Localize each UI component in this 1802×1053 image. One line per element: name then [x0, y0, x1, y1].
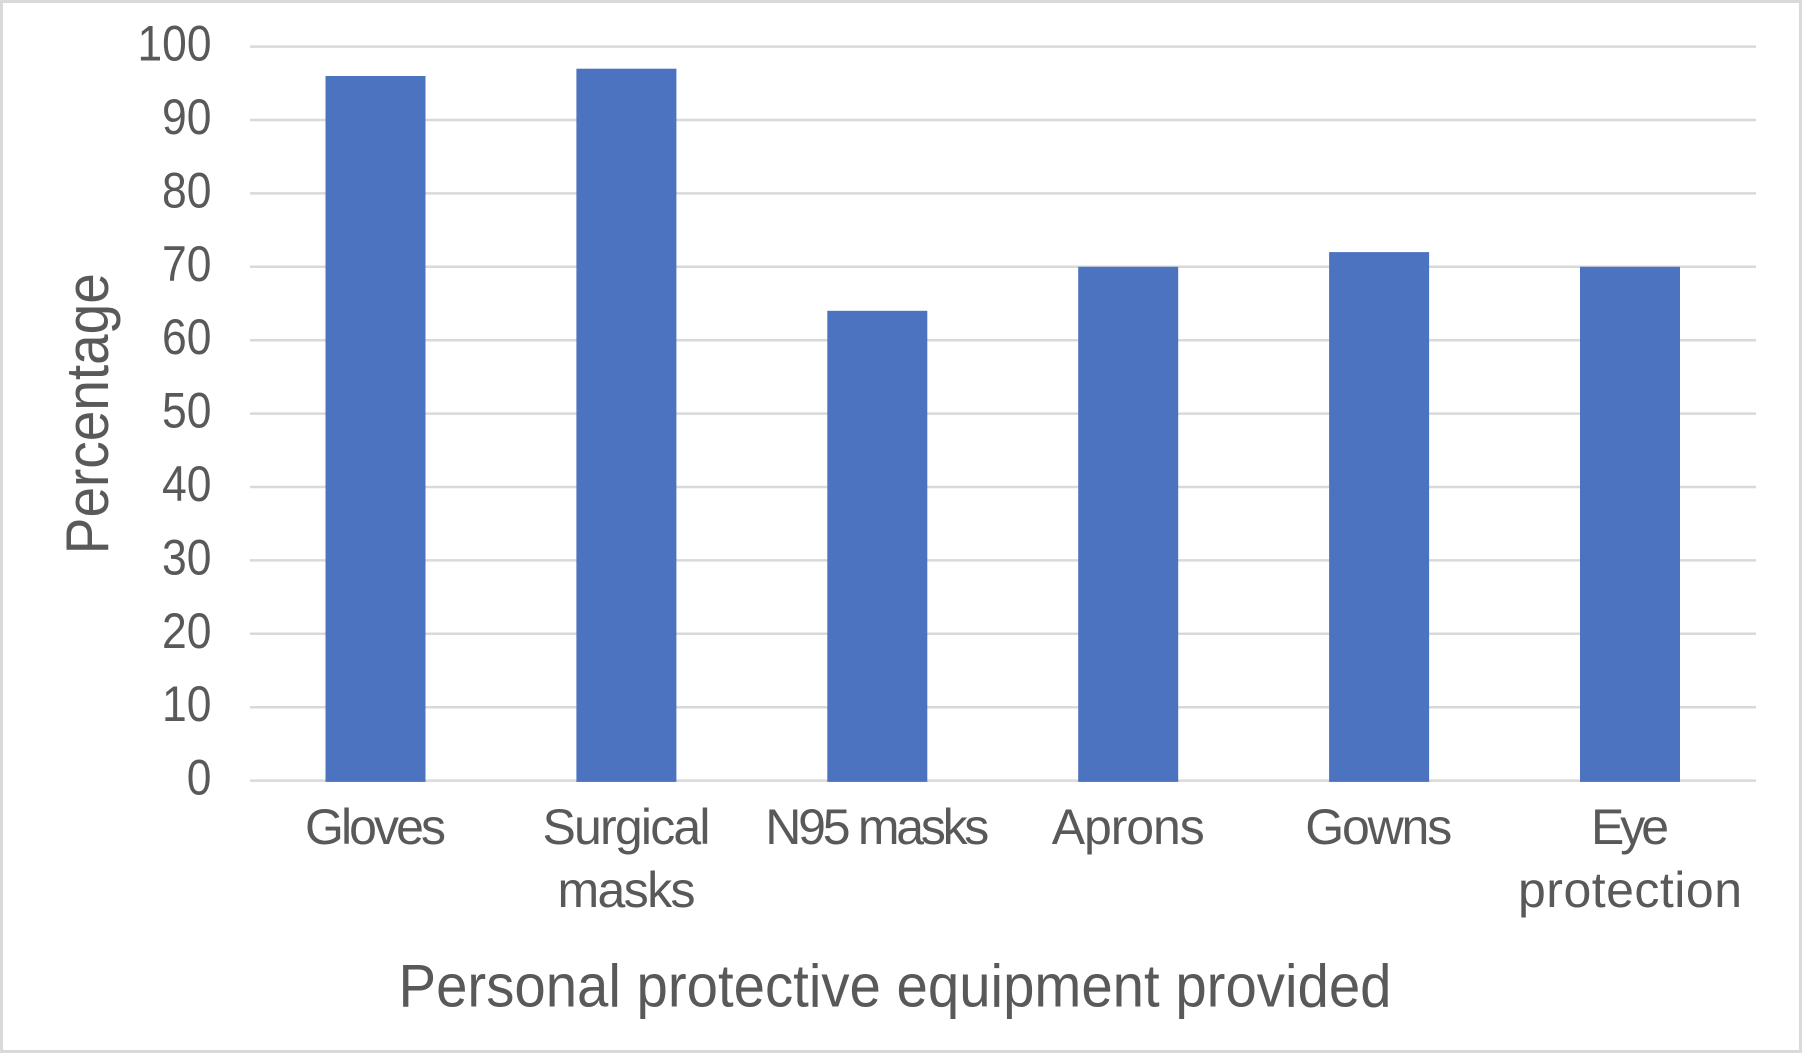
svg-text:60: 60 — [162, 309, 212, 365]
svg-text:masks: masks — [558, 862, 696, 918]
svg-text:Eye: Eye — [1591, 799, 1669, 855]
svg-text:protection: protection — [1518, 862, 1742, 918]
svg-text:Gloves: Gloves — [305, 799, 446, 855]
svg-text:Surgical: Surgical — [543, 799, 711, 855]
svg-text:70: 70 — [162, 236, 212, 292]
svg-text:Percentage: Percentage — [54, 273, 121, 554]
svg-text:Gowns: Gowns — [1305, 799, 1452, 855]
svg-text:10: 10 — [162, 676, 212, 732]
svg-text:N95 masks: N95 masks — [765, 799, 989, 855]
svg-text:20: 20 — [162, 603, 212, 659]
svg-text:100: 100 — [138, 16, 212, 72]
svg-text:50: 50 — [162, 383, 212, 439]
svg-text:80: 80 — [162, 162, 212, 218]
svg-text:0: 0 — [187, 750, 212, 806]
svg-text:Aprons: Aprons — [1052, 799, 1205, 855]
svg-text:30: 30 — [162, 529, 212, 585]
svg-text:40: 40 — [162, 456, 212, 512]
svg-text:90: 90 — [162, 89, 212, 145]
svg-text:Personal protective equipment: Personal protective equipment provided — [399, 952, 1392, 1019]
